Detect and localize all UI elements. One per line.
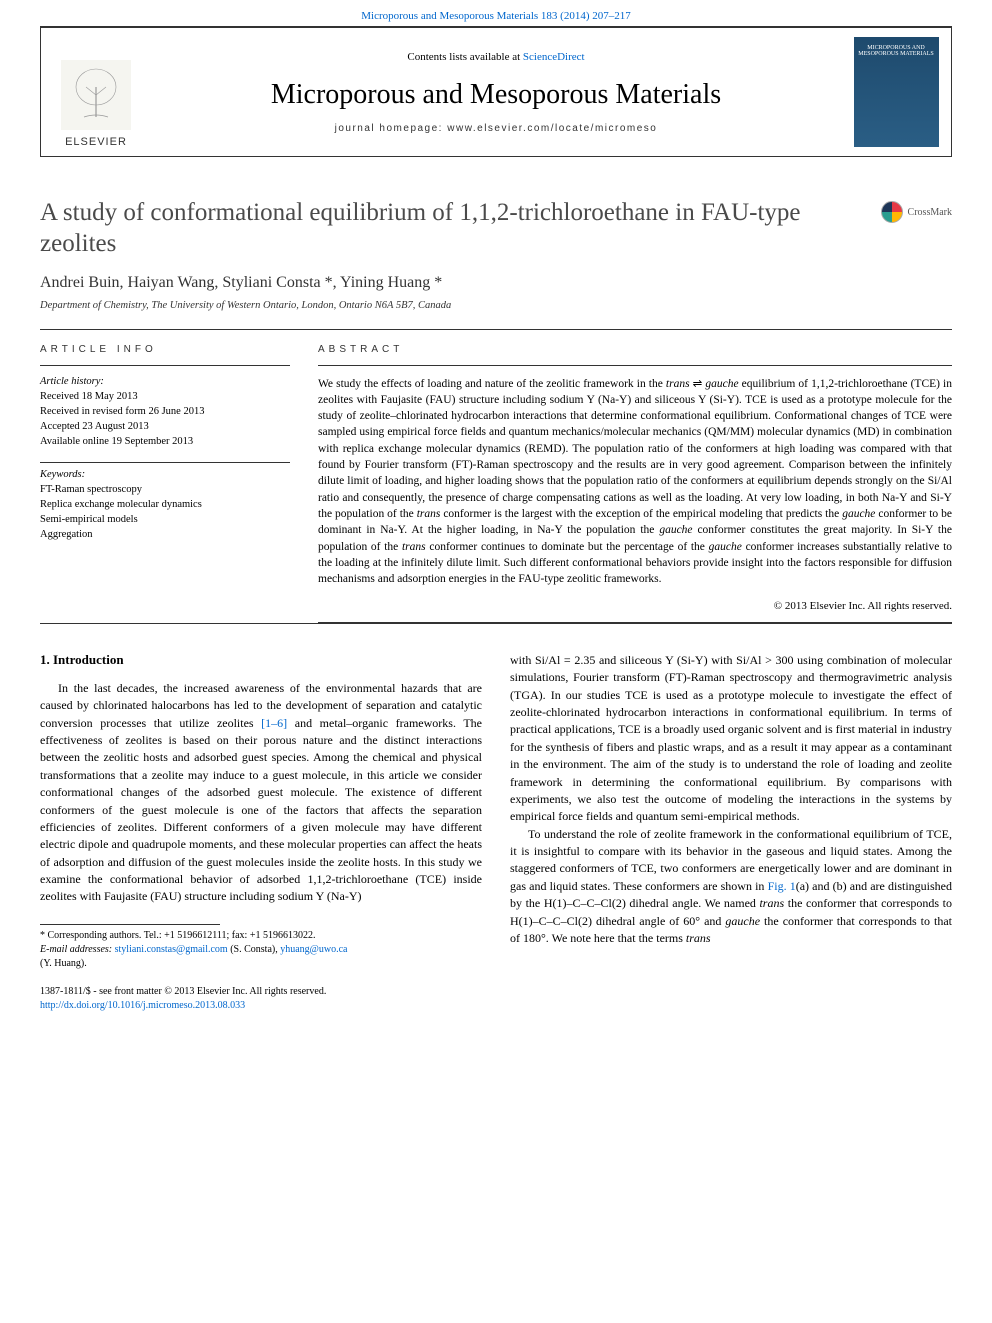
body-columns: 1. Introduction In the last decades, the… bbox=[40, 652, 952, 971]
email-name: (Y. Huang). bbox=[40, 958, 87, 969]
cover-thumbnail-block: MICROPOROUS AND MESOPOROUS MATERIALS bbox=[841, 28, 951, 156]
article-history: Article history: Received 18 May 2013 Re… bbox=[40, 366, 290, 462]
divider bbox=[40, 623, 952, 624]
contents-prefix: Contents lists available at bbox=[407, 51, 522, 63]
intro-right-text: with Si/Al = 2.35 and siliceous Y (Si-Y)… bbox=[510, 652, 952, 948]
header-center: Contents lists available at ScienceDirec… bbox=[151, 28, 841, 156]
abstract-text: We study the effects of loading and natu… bbox=[318, 366, 952, 594]
abstract-copyright: © 2013 Elsevier Inc. All rights reserved… bbox=[318, 594, 952, 622]
crossmark-label: CrossMark bbox=[908, 207, 952, 218]
right-column: with Si/Al = 2.35 and siliceous Y (Si-Y)… bbox=[510, 652, 952, 971]
journal-homepage-line: journal homepage: www.elsevier.com/locat… bbox=[335, 123, 658, 134]
contents-available-line: Contents lists available at ScienceDirec… bbox=[407, 51, 584, 63]
intro-heading: 1. Introduction bbox=[40, 652, 482, 668]
homepage-url: www.elsevier.com/locate/micromeso bbox=[447, 123, 657, 134]
abstract-ital: gauche bbox=[705, 378, 738, 390]
abstract-seg: equilibrium of 1,1,2-trichloroethane (TC… bbox=[318, 378, 952, 521]
intro-seg: and metal–organic frameworks. The effect… bbox=[40, 716, 482, 904]
footnotes: * Corresponding authors. Tel.: +1 519661… bbox=[40, 929, 482, 971]
keyword-item: FT-Raman spectroscopy bbox=[40, 484, 142, 495]
keyword-item: Aggregation bbox=[40, 529, 93, 540]
abstract-ital: gauche bbox=[659, 524, 692, 536]
intro-ital: trans bbox=[759, 896, 784, 910]
corresponding-author-note: * Corresponding authors. Tel.: +1 519661… bbox=[40, 929, 482, 943]
crossmark-badge[interactable]: CrossMark bbox=[881, 201, 952, 223]
abstract-column: ABSTRACT We study the effects of loading… bbox=[318, 330, 952, 623]
abstract-ital: trans bbox=[417, 508, 441, 520]
journal-name: Microporous and Mesoporous Materials bbox=[271, 79, 721, 111]
abstract-ital: trans bbox=[666, 378, 690, 390]
history-revised: Received in revised form 26 June 2013 bbox=[40, 406, 204, 417]
article-info-column: ARTICLE INFO Article history: Received 1… bbox=[40, 330, 290, 623]
elsevier-tree-icon bbox=[61, 60, 131, 130]
keyword-item: Replica exchange molecular dynamics bbox=[40, 499, 202, 510]
journal-reference-bar: Microporous and Mesoporous Materials 183… bbox=[0, 0, 992, 26]
abstract-seg: We study the effects of loading and natu… bbox=[318, 378, 666, 390]
keywords-block: Keywords: FT-Raman spectroscopy Replica … bbox=[40, 463, 290, 547]
authors-line: Andrei Buin, Haiyan Wang, Styliani Const… bbox=[40, 274, 952, 292]
title-block: A study of conformational equilibrium of… bbox=[40, 197, 952, 260]
tree-svg bbox=[66, 65, 126, 125]
email-link[interactable]: styliani.constas@gmail.com bbox=[115, 944, 228, 955]
doi-link[interactable]: http://dx.doi.org/10.1016/j.micromeso.20… bbox=[40, 1000, 245, 1011]
history-received: Received 18 May 2013 bbox=[40, 391, 138, 402]
abstract-ital: gauche bbox=[842, 508, 875, 520]
email-line: E-mail addresses: styliani.constas@gmail… bbox=[40, 943, 482, 971]
homepage-prefix: journal homepage: bbox=[335, 123, 448, 134]
sciencedirect-link[interactable]: ScienceDirect bbox=[523, 51, 585, 63]
affiliation: Department of Chemistry, The University … bbox=[40, 300, 952, 311]
divider bbox=[318, 622, 952, 623]
keywords-label: Keywords: bbox=[40, 467, 290, 482]
keyword-item: Semi-empirical models bbox=[40, 514, 138, 525]
crossmark-icon bbox=[881, 201, 903, 223]
abstract-ital: gauche bbox=[709, 541, 742, 553]
issn-line: 1387-1811/$ - see front matter © 2013 El… bbox=[40, 985, 952, 999]
journal-cover-thumbnail: MICROPOROUS AND MESOPOROUS MATERIALS bbox=[854, 37, 939, 147]
page-footer: 1387-1811/$ - see front matter © 2013 El… bbox=[40, 985, 952, 1013]
journal-reference-link[interactable]: Microporous and Mesoporous Materials 183… bbox=[361, 10, 630, 22]
article-info-heading: ARTICLE INFO bbox=[40, 330, 290, 365]
history-online: Available online 19 September 2013 bbox=[40, 436, 193, 447]
figure-link[interactable]: Fig. 1 bbox=[768, 879, 796, 893]
cover-label: MICROPOROUS AND MESOPOROUS MATERIALS bbox=[854, 45, 939, 57]
abstract-seg: conformer continues to dominate but the … bbox=[426, 541, 709, 553]
history-label: Article history: bbox=[40, 376, 104, 387]
abstract-ital: trans bbox=[402, 541, 426, 553]
abstract-seg: ⇌ bbox=[690, 378, 706, 390]
abstract-seg: conformer is the largest with the except… bbox=[440, 508, 842, 520]
email-name: (S. Consta), bbox=[228, 944, 281, 955]
intro-ital: gauche bbox=[725, 914, 760, 928]
publisher-name: ELSEVIER bbox=[65, 136, 127, 148]
intro-ital: trans bbox=[686, 931, 711, 945]
authors-text: Andrei Buin, Haiyan Wang, Styliani Const… bbox=[40, 274, 442, 291]
citation-link[interactable]: [1–6] bbox=[261, 716, 287, 730]
email-label: E-mail addresses: bbox=[40, 944, 115, 955]
journal-header-box: ELSEVIER Contents lists available at Sci… bbox=[40, 27, 952, 157]
info-abstract-row: ARTICLE INFO Article history: Received 1… bbox=[40, 330, 952, 623]
publisher-logo-block: ELSEVIER bbox=[41, 28, 151, 156]
intro-left-text: In the last decades, the increased aware… bbox=[40, 680, 482, 906]
abstract-heading: ABSTRACT bbox=[318, 330, 952, 365]
footnote-divider bbox=[40, 924, 220, 925]
left-column: 1. Introduction In the last decades, the… bbox=[40, 652, 482, 971]
email-link[interactable]: yhuang@uwo.ca bbox=[280, 944, 347, 955]
paper-title: A study of conformational equilibrium of… bbox=[40, 197, 860, 260]
intro-right-p1: with Si/Al = 2.35 and siliceous Y (Si-Y)… bbox=[510, 652, 952, 826]
history-accepted: Accepted 23 August 2013 bbox=[40, 421, 149, 432]
